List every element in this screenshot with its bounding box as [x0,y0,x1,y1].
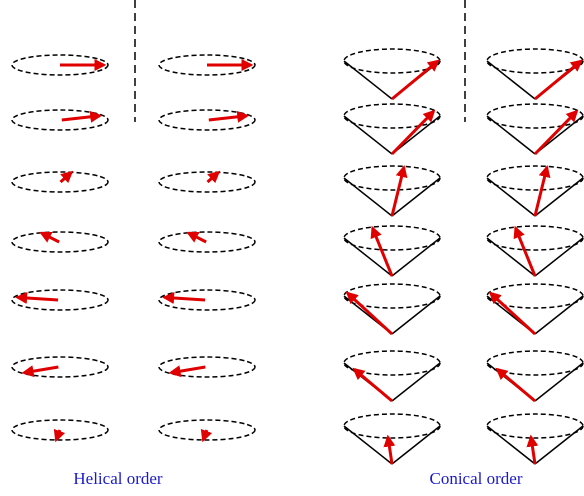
spin-plane [11,54,109,76]
spin-arrow [200,428,213,443]
spin-arrow [208,110,250,123]
spin-plane [11,109,109,131]
spin-arrow [352,367,393,403]
cone-side [534,425,584,465]
cone-rim [486,413,584,439]
spin-arrow [61,110,103,123]
conical-label: Conical order [430,469,523,488]
spin-arrow [390,109,436,156]
cone-rim [343,413,441,439]
cone-side [534,362,584,402]
spin-plane [11,356,109,378]
spin-plane [158,356,256,378]
spin-drawings [11,48,584,465]
spin-plane [158,289,256,311]
spin-plane [11,171,109,193]
cone-side [343,237,393,277]
cone-side [343,425,393,465]
cone-side [486,60,536,100]
cone-rim [486,103,584,129]
spin-plane [158,419,256,441]
cone-rim [343,165,441,191]
spin-plane [158,54,256,76]
spin-arrow [168,365,206,378]
spin-arrow [488,291,537,336]
cone-side [486,237,536,277]
spin-arrow [186,231,207,244]
cone-side [343,115,393,155]
spin-arrow [345,291,394,336]
spin-arrow [526,434,539,465]
cone-rim [343,225,441,251]
spin-plane [11,419,109,441]
cone-side [486,177,536,217]
spin-plane [158,171,256,193]
spin-plane [11,289,109,311]
spin-arrow [534,59,583,101]
cone-side [343,177,393,217]
spin-plane [158,231,256,253]
spin-arrow [391,59,440,101]
spin-plane [158,109,256,131]
spin-arrow [53,428,66,443]
spin-arrow [370,225,394,277]
spin-arrow [495,367,536,403]
spin-arrow [59,170,74,184]
helical-label: Helical order [73,469,163,488]
spin-arrow [206,170,221,184]
spin-arrow [513,225,537,277]
cone-side [486,425,536,465]
cone-side [343,60,393,100]
spin-arrow [15,292,59,305]
spin-arrow [383,434,396,465]
cone-side [391,425,441,465]
spin-plane [11,231,109,253]
spin-arrow [390,165,408,217]
spin-arrow [21,365,59,378]
cone-side [391,362,441,402]
cone-side [486,115,536,155]
cone-side [391,295,441,335]
cone-rim [486,165,584,191]
cone-side [391,237,441,277]
spin-arrow [533,165,551,217]
spin-arrow [162,292,206,305]
cone-side [391,177,441,217]
spin-arrow [533,109,579,156]
cone-rim [343,103,441,129]
cone-side [534,295,584,335]
cone-side [534,237,584,277]
cone-rim [486,225,584,251]
cone-side [534,177,584,217]
spin-arrow [39,231,60,244]
